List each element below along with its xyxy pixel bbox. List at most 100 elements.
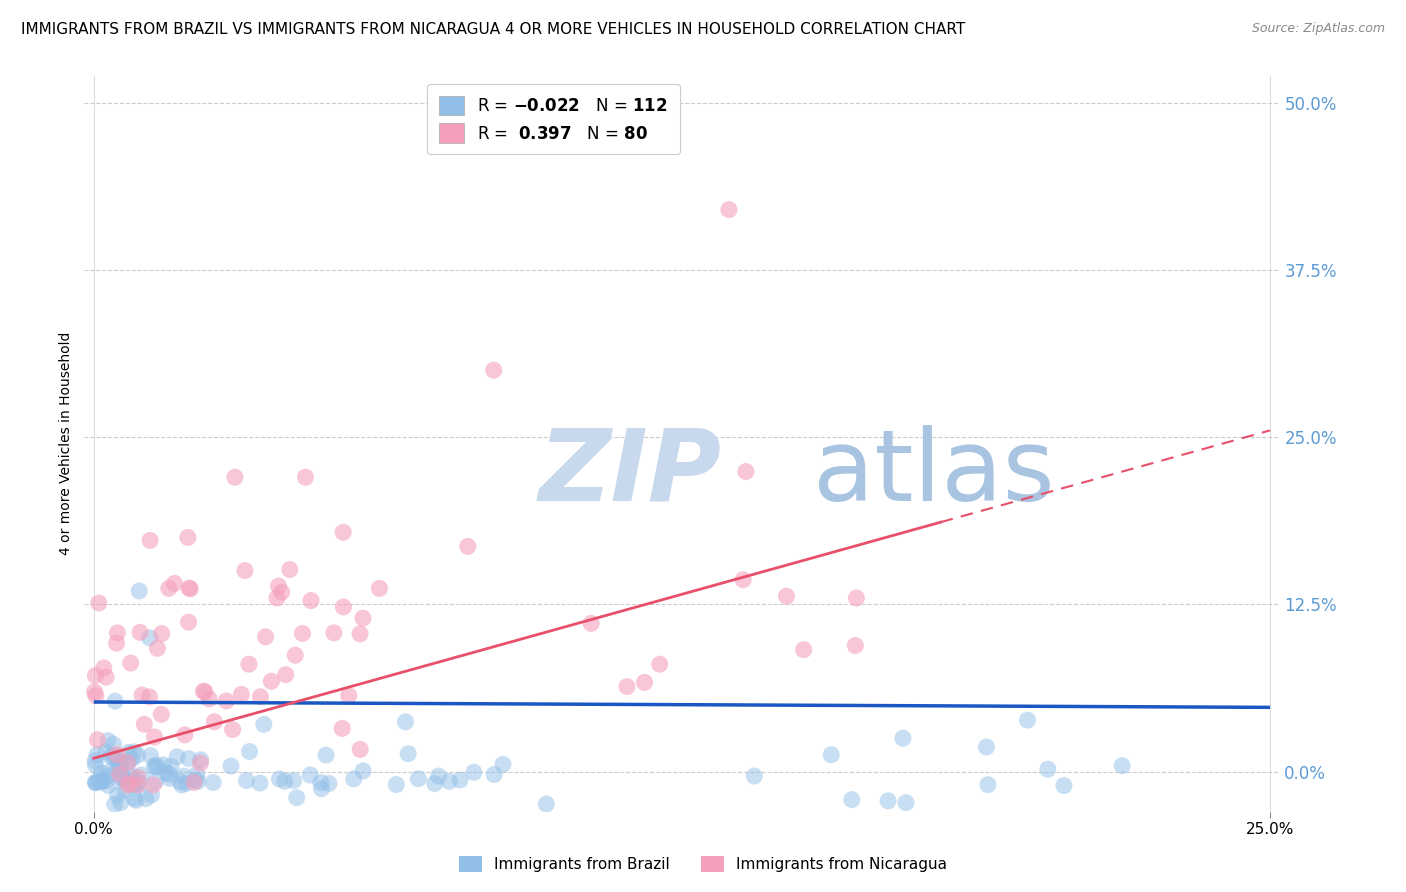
- Point: [274, 667, 297, 681]
- Point: [117, 756, 139, 770]
- Point: [131, 688, 153, 702]
- Point: [349, 742, 371, 756]
- Point: [877, 794, 900, 808]
- Point: [84, 689, 107, 703]
- Point: [160, 759, 183, 773]
- Point: [143, 730, 166, 744]
- Point: [166, 749, 188, 764]
- Legend: Immigrants from Brazil, Immigrants from Nicaragua: Immigrants from Brazil, Immigrants from …: [451, 848, 955, 880]
- Point: [86, 775, 108, 789]
- Point: [142, 778, 165, 792]
- Point: [309, 775, 332, 789]
- Point: [120, 768, 142, 782]
- Point: [111, 771, 134, 785]
- Point: [84, 754, 107, 768]
- Point: [105, 636, 128, 650]
- Point: [145, 758, 167, 772]
- Point: [284, 648, 307, 663]
- Point: [146, 760, 169, 774]
- Point: [93, 661, 115, 675]
- Point: [86, 747, 108, 762]
- Point: [90, 775, 112, 789]
- Point: [278, 563, 301, 577]
- Point: [283, 773, 305, 788]
- Point: [202, 775, 225, 789]
- Point: [315, 748, 337, 763]
- Point: [84, 775, 107, 789]
- Point: [117, 775, 139, 789]
- Point: [124, 791, 146, 805]
- Point: [100, 749, 122, 764]
- Point: [274, 774, 297, 789]
- Point: [177, 751, 200, 765]
- Point: [254, 630, 277, 644]
- Point: [190, 756, 212, 771]
- Point: [177, 615, 200, 629]
- Point: [193, 684, 215, 698]
- Point: [169, 774, 191, 789]
- Point: [105, 625, 128, 640]
- Point: [111, 771, 134, 785]
- Point: [127, 771, 149, 785]
- Point: [482, 767, 505, 781]
- Point: [128, 583, 150, 598]
- Point: [139, 533, 162, 548]
- Point: [579, 616, 602, 631]
- Point: [97, 733, 120, 747]
- Point: [775, 589, 797, 603]
- Point: [139, 748, 162, 763]
- Point: [337, 689, 360, 703]
- Point: [183, 775, 205, 789]
- Point: [536, 797, 558, 811]
- Point: [138, 690, 160, 704]
- Text: ZIP: ZIP: [538, 425, 721, 522]
- Point: [394, 714, 416, 729]
- Point: [90, 766, 112, 780]
- Point: [125, 793, 148, 807]
- Point: [87, 774, 110, 789]
- Point: [110, 764, 132, 778]
- Point: [221, 723, 243, 737]
- Point: [318, 776, 340, 790]
- Point: [224, 470, 246, 484]
- Point: [107, 762, 129, 776]
- Point: [332, 599, 354, 614]
- Point: [311, 781, 333, 796]
- Point: [343, 772, 366, 786]
- Point: [96, 773, 118, 788]
- Point: [249, 690, 271, 704]
- Point: [449, 772, 471, 787]
- Point: [122, 778, 145, 792]
- Point: [108, 767, 131, 781]
- Point: [122, 745, 145, 759]
- Point: [291, 626, 314, 640]
- Point: [173, 769, 195, 783]
- Point: [457, 540, 479, 554]
- Point: [103, 748, 125, 763]
- Text: IMMIGRANTS FROM BRAZIL VS IMMIGRANTS FROM NICARAGUA 4 OR MORE VEHICLES IN HOUSEH: IMMIGRANTS FROM BRAZIL VS IMMIGRANTS FRO…: [21, 22, 966, 37]
- Point: [170, 778, 193, 792]
- Point: [793, 642, 815, 657]
- Point: [330, 722, 353, 736]
- Point: [233, 564, 256, 578]
- Point: [1053, 779, 1076, 793]
- Point: [352, 764, 374, 778]
- Point: [260, 674, 283, 689]
- Point: [239, 745, 262, 759]
- Point: [127, 748, 149, 763]
- Point: [249, 776, 271, 790]
- Point: [103, 751, 125, 765]
- Point: [269, 772, 291, 786]
- Point: [118, 745, 141, 759]
- Point: [107, 756, 129, 770]
- Point: [141, 788, 163, 802]
- Text: atlas: atlas: [814, 425, 1054, 522]
- Text: Source: ZipAtlas.com: Source: ZipAtlas.com: [1251, 22, 1385, 36]
- Point: [97, 769, 120, 783]
- Point: [267, 579, 290, 593]
- Point: [91, 774, 114, 789]
- Point: [482, 363, 505, 377]
- Point: [235, 773, 257, 788]
- Point: [150, 626, 173, 640]
- Point: [145, 773, 167, 788]
